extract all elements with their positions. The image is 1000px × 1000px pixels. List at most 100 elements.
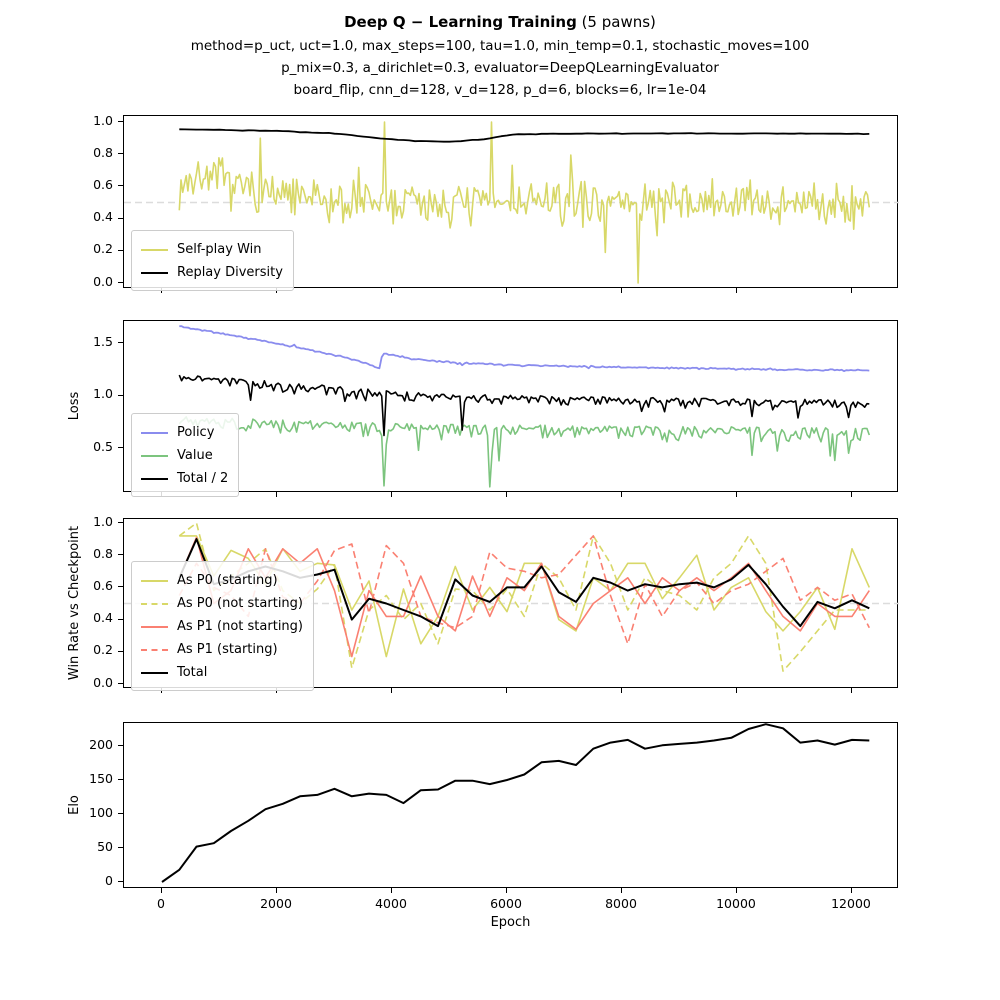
x-tick-mark — [276, 492, 277, 497]
legend-item: As P1 (not starting) — [141, 615, 303, 638]
y-tick-label: 0.6 — [93, 176, 113, 192]
series-value — [178, 416, 871, 488]
legend-line-swatch — [141, 671, 168, 674]
legend-label: Replay Diversity — [177, 265, 283, 280]
subplot-loss: Policy Value Total / 2 — [123, 320, 898, 497]
legend-line-swatch — [141, 625, 168, 628]
y-axis-label: Win Rate vs Checkpoint — [67, 525, 82, 681]
subplot-elo — [123, 722, 898, 888]
y-tick-label: 0.2 — [93, 241, 113, 257]
x-tick-mark — [736, 888, 737, 893]
legend-line-swatch — [141, 454, 168, 457]
legend-line-swatch — [141, 477, 168, 480]
y-tick-mark — [118, 554, 123, 556]
legend-line-swatch — [141, 248, 168, 251]
x-tick-mark — [391, 688, 392, 693]
legend-item: Total / 2 — [141, 467, 228, 490]
legend-label: Self-play Win — [177, 242, 262, 257]
y-tick-mark — [118, 586, 123, 588]
chart-title: Deep Q − Learning Training (5 pawns) — [0, 13, 1000, 31]
series-as-p0-not-starting- — [178, 522, 870, 672]
legend-loss: Policy Value Total / 2 — [131, 413, 240, 497]
legend-item: As P1 (starting) — [141, 638, 303, 661]
legend-label: As P0 (not starting) — [177, 596, 303, 611]
y-axis-label: Loss — [67, 391, 82, 421]
legend-item: Replay Diversity — [141, 261, 283, 284]
y-tick-mark — [118, 282, 123, 283]
legend-label: As P1 (not starting) — [177, 619, 303, 634]
y-tick-mark — [118, 745, 123, 746]
legend-selfplay: Self-play Win Replay Diversity — [131, 230, 294, 291]
legend-item: Total — [141, 661, 303, 684]
y-tick-label: 0.0 — [93, 273, 113, 289]
legend-line-swatch — [141, 579, 168, 582]
plot-area-elo — [161, 723, 870, 883]
x-tick-mark — [736, 688, 737, 693]
x-tick-mark — [851, 688, 852, 693]
plot-area-selfplay — [124, 121, 899, 284]
y-tick-label: 0.4 — [93, 209, 113, 225]
y-tick-mark — [118, 342, 123, 343]
series-policy — [179, 325, 870, 372]
x-tick-mark — [506, 288, 507, 293]
y-tick-mark — [118, 249, 123, 251]
x-tick-mark — [506, 492, 507, 497]
y-tick-mark — [118, 121, 123, 122]
x-tick-label: 2000 — [260, 896, 292, 911]
legend-item: Policy — [141, 421, 228, 444]
chart-title-suffix: (5 pawns) — [576, 13, 656, 31]
legend-item: Value — [141, 444, 228, 467]
y-tick-label: 0.4 — [93, 610, 113, 626]
x-tick-mark — [621, 888, 622, 893]
x-tick-mark — [621, 288, 622, 293]
x-tick-mark — [621, 688, 622, 693]
y-tick-mark — [118, 683, 123, 684]
x-tick-mark — [621, 492, 622, 497]
y-tick-mark — [118, 847, 123, 848]
y-tick-label: 0.6 — [93, 577, 113, 593]
y-tick-label: 150 — [89, 770, 113, 786]
x-tick-mark — [851, 492, 852, 497]
series-elo — [161, 723, 870, 883]
legend-line-swatch — [141, 648, 168, 651]
y-tick-label: 1.0 — [93, 513, 113, 529]
x-tick-label: 6000 — [490, 896, 522, 911]
x-tick-mark — [161, 888, 162, 893]
x-tick-mark — [506, 888, 507, 893]
y-axis-label: Elo — [67, 795, 82, 815]
y-tick-mark — [118, 217, 123, 219]
subplot-selfplay: Self-play Win Replay Diversity — [123, 115, 899, 291]
x-tick-mark — [391, 888, 392, 893]
legend-item: As P0 (starting) — [141, 569, 303, 592]
legend-label: Total / 2 — [177, 471, 229, 486]
subtitle-line-2: p_mix=0.3, a_dirichlet=0.3, evaluator=De… — [281, 60, 719, 76]
legend-item: As P0 (not starting) — [141, 592, 303, 615]
subtitle-line-1: method=p_uct, uct=1.0, max_steps=100, ta… — [190, 38, 810, 54]
y-tick-label: 50 — [97, 838, 113, 854]
y-tick-label: 0.5 — [93, 438, 113, 454]
x-axis-label: Epoch — [490, 915, 531, 930]
x-tick-mark — [851, 288, 852, 293]
series-total-2 — [178, 374, 870, 437]
y-tick-label: 0.0 — [93, 674, 113, 690]
y-tick-mark — [118, 185, 123, 187]
x-tick-mark — [736, 492, 737, 497]
legend-label: Value — [177, 448, 213, 463]
legend-label: As P1 (starting) — [177, 642, 278, 657]
y-tick-mark — [118, 394, 123, 396]
legend-label: As P0 (starting) — [177, 573, 278, 588]
y-tick-mark — [118, 618, 123, 620]
series-self-play-win — [178, 121, 871, 284]
x-tick-label: 12000 — [831, 896, 871, 911]
x-tick-mark — [736, 288, 737, 293]
chart-title-main: Deep Q − Learning Training — [344, 13, 577, 31]
y-tick-label: 0.2 — [93, 642, 113, 658]
plot-area-loss — [178, 325, 871, 488]
legend-item: Self-play Win — [141, 238, 283, 261]
y-tick-label: 1.5 — [93, 333, 113, 349]
y-tick-label: 1.0 — [93, 386, 113, 401]
y-tick-mark — [118, 447, 123, 448]
x-tick-mark — [851, 888, 852, 893]
y-tick-label: 200 — [89, 736, 113, 752]
